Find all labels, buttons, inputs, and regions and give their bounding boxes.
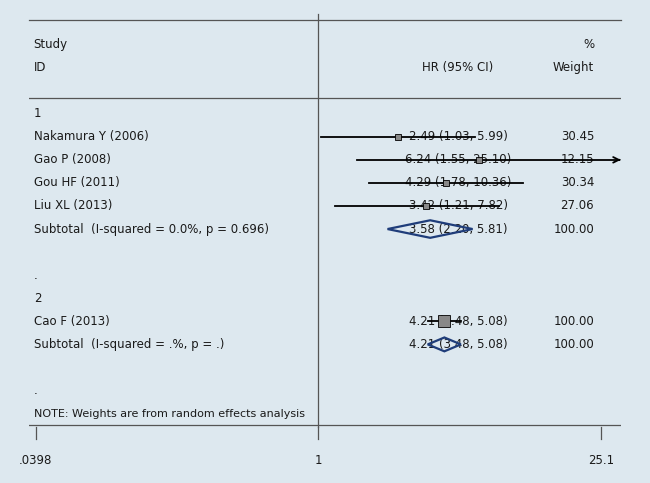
Text: 30.45: 30.45 bbox=[561, 130, 594, 143]
Text: NOTE: Weights are from random effects analysis: NOTE: Weights are from random effects an… bbox=[34, 409, 305, 419]
Text: 1: 1 bbox=[34, 107, 41, 120]
Text: 4.29 (1.78, 10.36): 4.29 (1.78, 10.36) bbox=[405, 176, 512, 189]
Text: 3.42 (1.21, 7.82): 3.42 (1.21, 7.82) bbox=[409, 199, 508, 213]
Text: 27.06: 27.06 bbox=[560, 199, 594, 213]
Text: .0398: .0398 bbox=[20, 454, 53, 467]
Text: 6.24 (1.55, 25.10): 6.24 (1.55, 25.10) bbox=[405, 153, 511, 166]
Text: 100.00: 100.00 bbox=[553, 223, 594, 236]
Text: Liu XL (2013): Liu XL (2013) bbox=[34, 199, 112, 213]
Text: 1: 1 bbox=[315, 454, 322, 467]
Text: 100.00: 100.00 bbox=[553, 315, 594, 328]
Text: Weight: Weight bbox=[553, 61, 594, 74]
Text: Subtotal  (I-squared = 0.0%, p = 0.696): Subtotal (I-squared = 0.0%, p = 0.696) bbox=[34, 223, 268, 236]
Text: Nakamura Y (2006): Nakamura Y (2006) bbox=[34, 130, 148, 143]
Text: 25.1: 25.1 bbox=[588, 454, 614, 467]
Text: Subtotal  (I-squared = .%, p = .): Subtotal (I-squared = .%, p = .) bbox=[34, 338, 224, 351]
Text: 4.21 (3.48, 5.08): 4.21 (3.48, 5.08) bbox=[409, 338, 508, 351]
Text: Gao P (2008): Gao P (2008) bbox=[34, 153, 111, 166]
Text: Cao F (2013): Cao F (2013) bbox=[34, 315, 109, 328]
Text: 2.49 (1.03, 5.99): 2.49 (1.03, 5.99) bbox=[409, 130, 508, 143]
Text: .: . bbox=[34, 269, 38, 282]
Text: 30.34: 30.34 bbox=[561, 176, 594, 189]
Text: 12.15: 12.15 bbox=[560, 153, 594, 166]
Text: HR (95% CI): HR (95% CI) bbox=[422, 61, 494, 74]
Text: 2: 2 bbox=[34, 292, 41, 305]
Text: 3.58 (2.20, 5.81): 3.58 (2.20, 5.81) bbox=[409, 223, 508, 236]
Text: %: % bbox=[583, 38, 594, 51]
Text: ID: ID bbox=[34, 61, 46, 74]
Text: Gou HF (2011): Gou HF (2011) bbox=[34, 176, 120, 189]
Text: 4.21 (3.48, 5.08): 4.21 (3.48, 5.08) bbox=[409, 315, 508, 328]
Text: Study: Study bbox=[34, 38, 68, 51]
Text: 100.00: 100.00 bbox=[553, 338, 594, 351]
Text: .: . bbox=[34, 384, 38, 397]
